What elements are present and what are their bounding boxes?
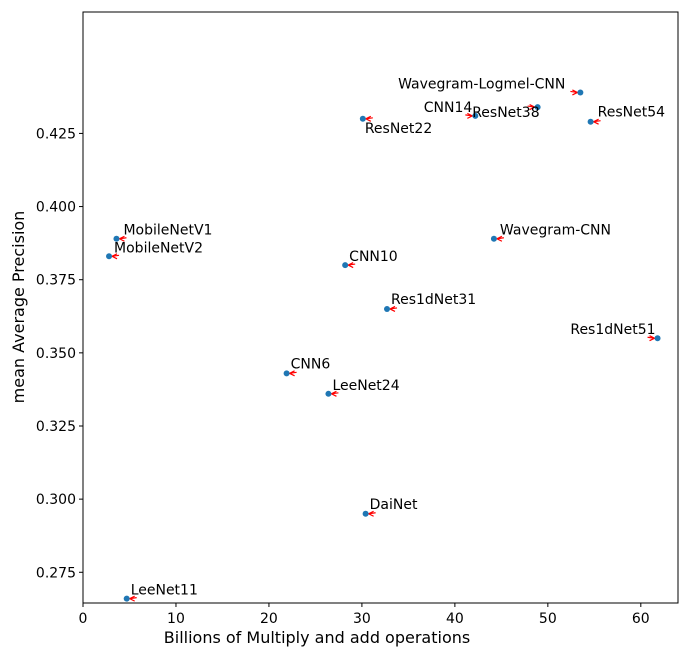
point-marker <box>283 370 290 377</box>
annotation-arrow <box>288 370 297 377</box>
y-tick-label: 0.300 <box>36 492 76 508</box>
data-point: CNN6 <box>283 356 331 377</box>
point-marker <box>123 595 130 602</box>
data-points: Wavegram-Logmel-CNN CNN14 ResNet38 ResNet54… <box>106 76 665 602</box>
point-marker <box>587 118 594 125</box>
point-label: LeeNet24 <box>332 378 399 394</box>
point-label: CNN10 <box>349 249 398 265</box>
x-tick-label: 50 <box>539 611 557 627</box>
y-tick-label: 0.350 <box>36 346 76 362</box>
y-tick-label: 0.425 <box>36 126 76 142</box>
data-point: ResNet22 <box>359 115 432 137</box>
point-label: ResNet38 <box>472 105 539 121</box>
y-tick-label: 0.400 <box>36 200 76 216</box>
data-point: ResNet54 <box>587 105 665 125</box>
y-tick-label: 0.375 <box>36 273 76 289</box>
point-label: CNN6 <box>291 356 331 372</box>
point-label: MobileNetV1 <box>123 223 212 239</box>
annotation-arrow <box>388 305 398 312</box>
y-tick-label: 0.275 <box>36 565 76 581</box>
data-point: CNN14 <box>424 100 479 119</box>
x-tick-label: 30 <box>353 611 371 627</box>
point-marker <box>490 235 497 242</box>
x-axis-label: Billions of Multiply and add operations <box>164 628 470 647</box>
annotation-arrow <box>346 262 356 269</box>
y-axis-label: mean Average Precision <box>9 211 28 404</box>
data-point: Wavegram-CNN <box>490 223 611 242</box>
point-marker <box>106 253 113 260</box>
x-tick-label: 40 <box>446 611 464 627</box>
point-label: Wavegram-Logmel-CNN <box>398 76 565 92</box>
data-point: Wavegram-Logmel-CNN <box>398 76 584 96</box>
point-label: Wavegram-CNN <box>500 223 611 239</box>
x-tick-label: 10 <box>167 611 185 627</box>
point-marker <box>362 510 369 517</box>
x-tick-label: 0 <box>79 611 88 627</box>
data-point: ResNet38 <box>472 104 541 121</box>
annotation-arrow <box>330 390 339 397</box>
point-label: DaiNet <box>370 497 418 513</box>
data-point: MobileNetV2 <box>106 240 203 260</box>
point-label: LeeNet11 <box>131 583 198 599</box>
annotation-arrow <box>495 235 505 242</box>
point-label: Res1dNet51 <box>570 322 655 338</box>
plot-frame <box>82 11 679 604</box>
data-point: MobileNetV1 <box>113 223 212 242</box>
annotation-arrow <box>465 112 474 119</box>
point-marker <box>113 235 120 242</box>
point-marker <box>325 390 332 397</box>
point-label: CNN14 <box>424 100 473 116</box>
annotation-arrow <box>118 235 127 242</box>
annotation-arrow <box>527 104 536 111</box>
y-axis-ticks: 0.275 0.300 0.325 0.350 0.375 0.400 0.425 <box>36 126 83 581</box>
y-tick-label: 0.325 <box>36 419 76 435</box>
annotation-arrow <box>364 115 373 122</box>
point-label: Res1dNet31 <box>391 292 476 308</box>
data-point: Res1dNet31 <box>384 292 476 312</box>
point-marker <box>384 305 391 312</box>
annotation-arrow <box>570 89 579 96</box>
x-tick-label: 60 <box>632 611 650 627</box>
point-marker <box>472 112 479 119</box>
data-point: LeeNet11 <box>123 583 198 602</box>
point-label: ResNet22 <box>365 121 432 137</box>
point-label: ResNet54 <box>598 105 665 121</box>
point-label: MobileNetV2 <box>114 240 203 256</box>
data-point: LeeNet24 <box>325 378 400 397</box>
x-tick-label: 20 <box>260 611 278 627</box>
point-marker <box>577 89 584 96</box>
point-marker <box>342 262 349 269</box>
data-point: DaiNet <box>362 497 418 517</box>
data-point: CNN10 <box>342 249 398 269</box>
point-marker <box>359 115 366 122</box>
point-marker <box>534 104 541 111</box>
point-marker <box>654 335 661 342</box>
x-axis-ticks: 0 10 20 30 40 50 60 <box>79 603 650 627</box>
data-point: Res1dNet51 <box>570 322 661 342</box>
